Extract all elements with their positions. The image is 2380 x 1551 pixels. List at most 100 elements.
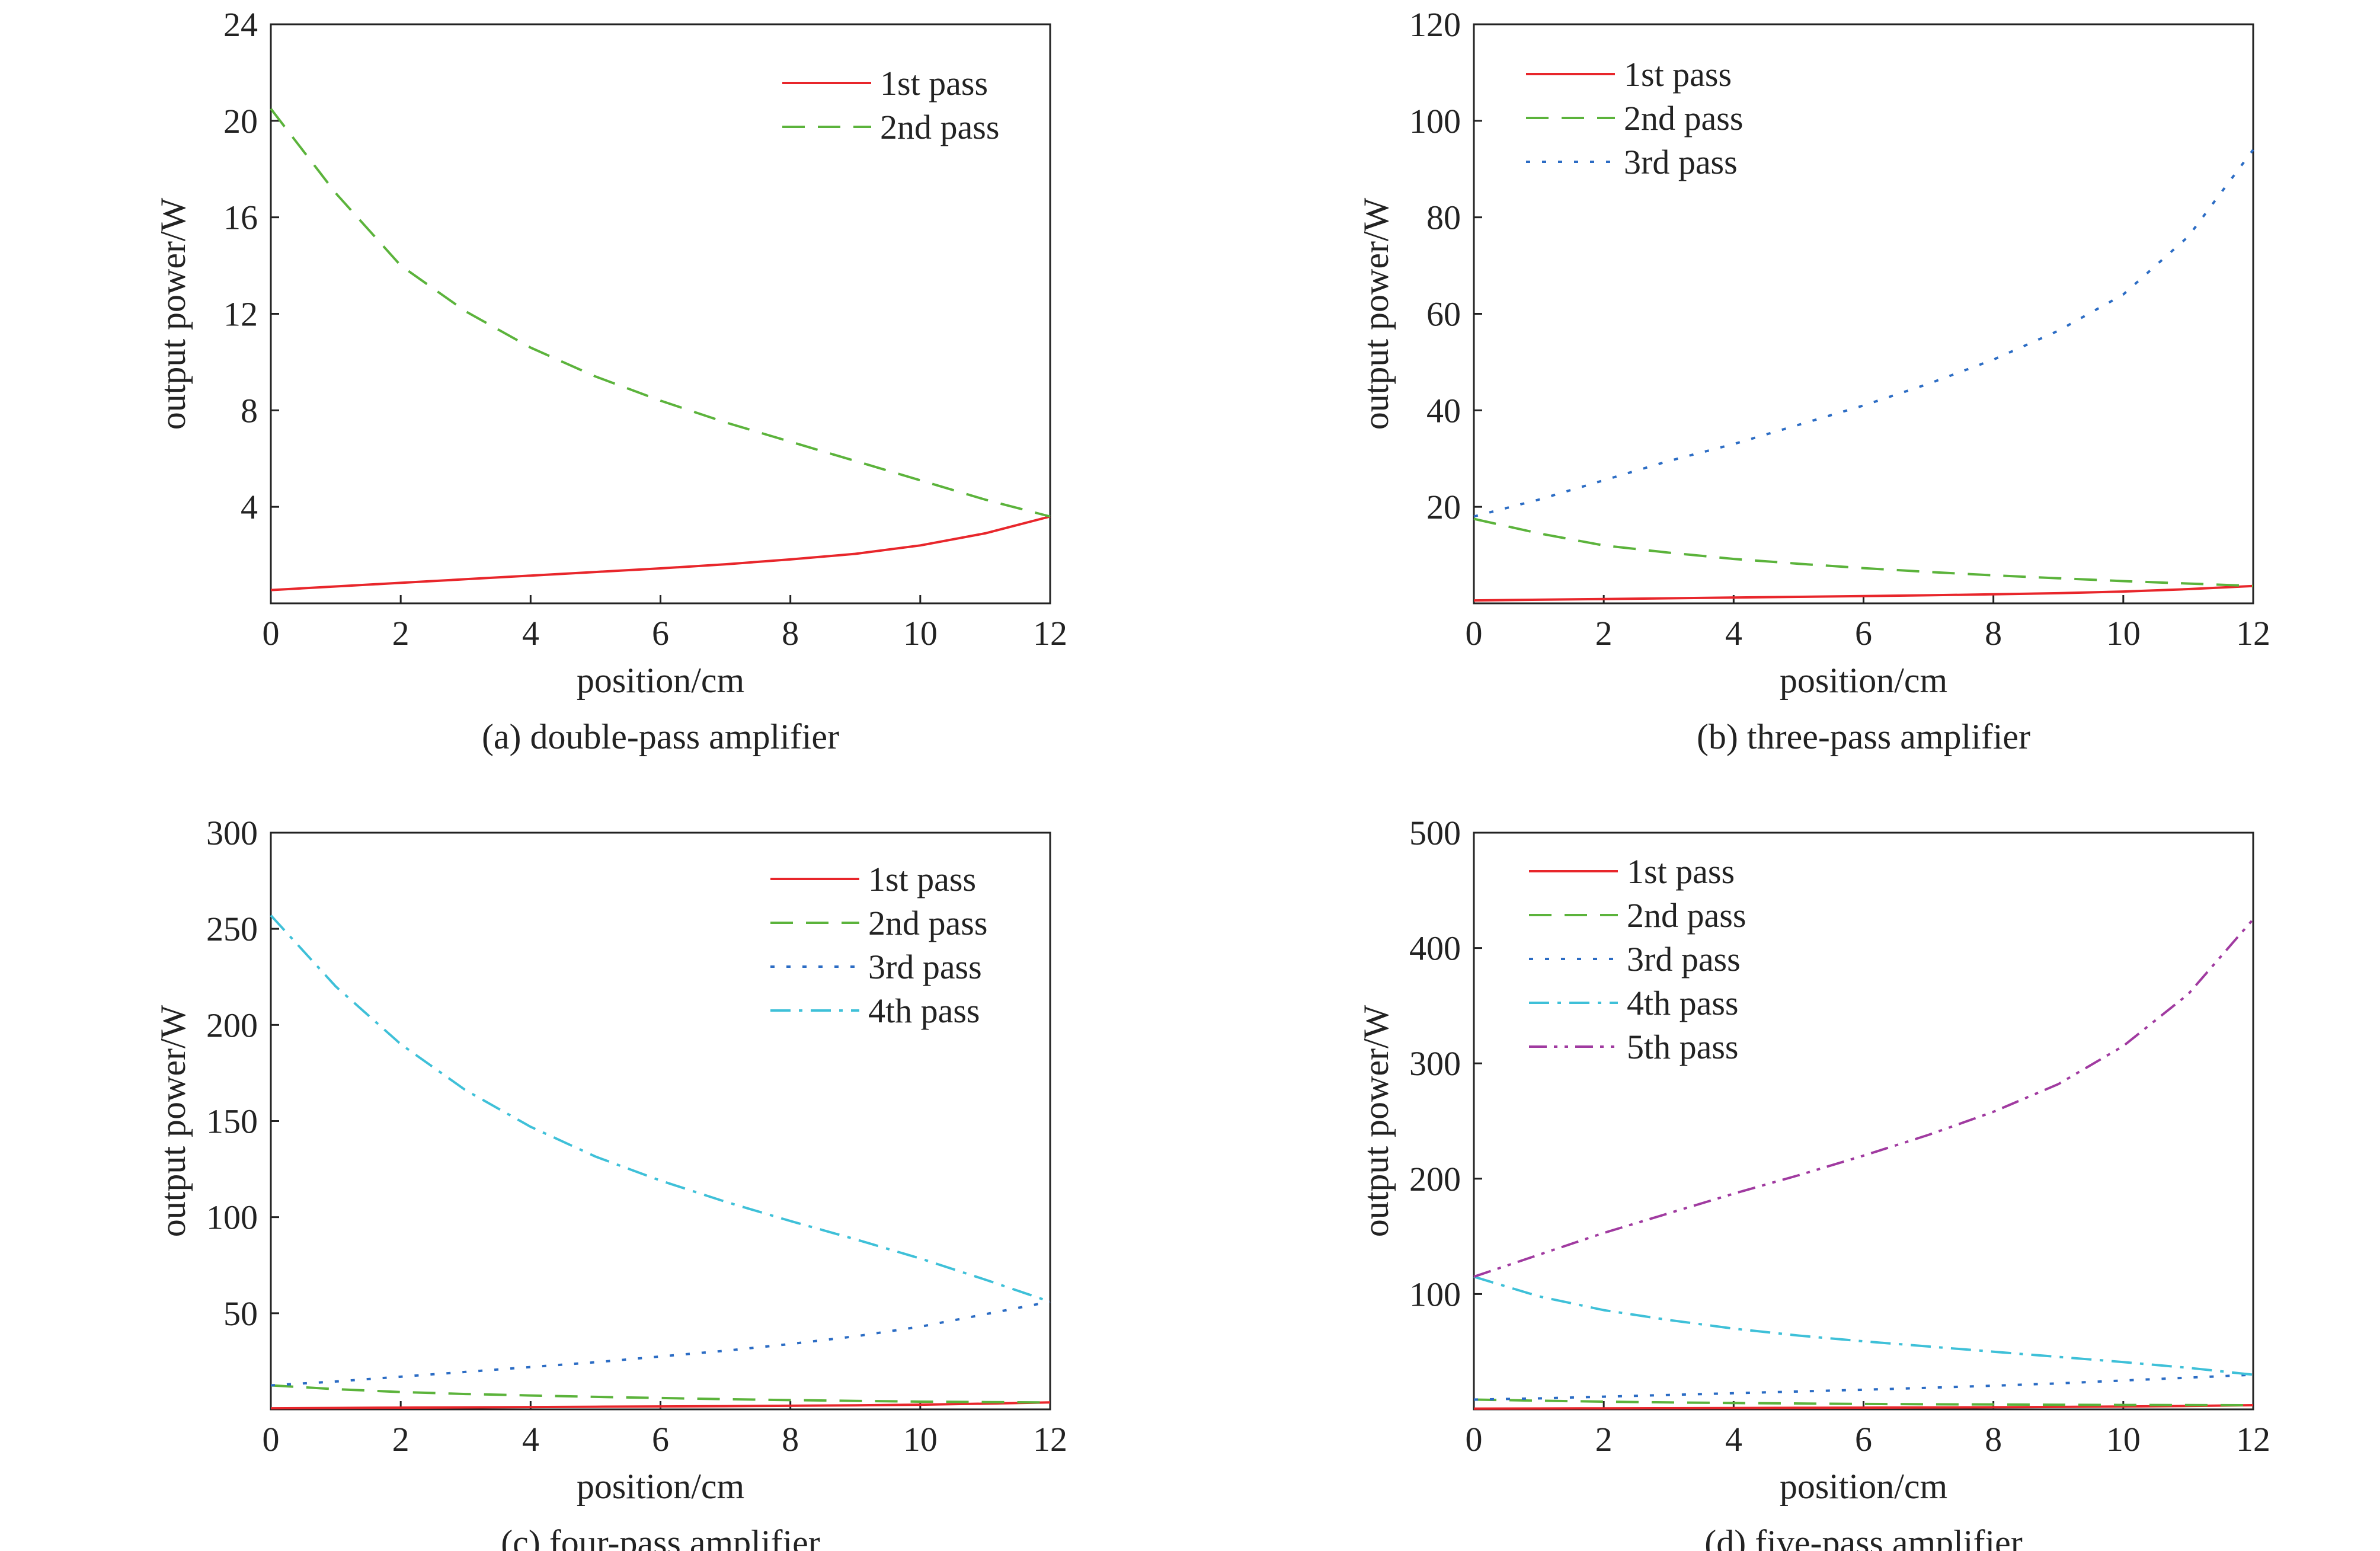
panel-caption: (c) four-pass amplifier [501,1523,820,1551]
x-tick-label: 10 [903,614,938,653]
series-line-2 [1473,517,2254,587]
y-tick-label: 4 [241,488,258,526]
panel-caption: (a) double-pass amplifier [482,717,839,756]
y-axis-label: output power/W [153,197,193,430]
legend: 1st pass 2nd pass 3rd pass [1526,55,1743,181]
legend: 1st pass 2nd pass [782,64,999,146]
y-tick-label: 250 [206,910,258,948]
chart-panel-4: 0 2 4 6 8 10 12 100 200 300 400 500 position/cm outpu… [1357,814,2270,1551]
y-tick-label: 20 [1426,488,1461,526]
y-tick-label: 100 [1409,1275,1461,1313]
y-tick-label: 500 [1409,814,1461,852]
y-tick-label: 300 [1409,1044,1461,1083]
x-axis-label: position/cm [1780,661,1947,700]
series-line-5 [1473,918,2254,1278]
x-tick-label: 2 [1595,614,1613,653]
x-tick-label: 8 [1985,614,2002,653]
x-tick-label: 0 [1466,1420,1483,1459]
x-tick-label: 6 [1855,1420,1872,1459]
legend-label: 2nd pass [1627,896,1746,935]
y-tick-label: 150 [206,1102,258,1141]
x-tick-label: 6 [1855,614,1872,653]
x-tick-label: 10 [903,1420,938,1459]
x-tick-label: 2 [392,614,410,653]
y-tick-label: 100 [1409,102,1461,140]
x-tick-label: 6 [652,1420,669,1459]
x-tick-label: 10 [2106,1420,2141,1459]
chart-panel-2: 0 2 4 6 8 10 12 20 40 60 80 100 120 position/cm output… [1357,5,2270,756]
legend-label: 1st pass [868,860,976,898]
x-tick-label: 12 [1033,614,1067,653]
x-tick-label: 2 [1595,1420,1613,1459]
x-tick-label: 2 [392,1420,410,1459]
y-tick-label: 400 [1409,929,1461,968]
x-tick-label: 0 [1466,614,1483,653]
x-tick-label: 12 [1033,1420,1067,1459]
y-tick-label: 16 [223,199,258,237]
y-tick-label: 40 [1426,391,1461,430]
x-tick-label: 4 [1725,614,1742,653]
series-line-1 [270,1401,1051,1410]
y-tick-label: 24 [223,5,258,44]
y-axis-label: output power/W [153,1005,193,1237]
series-line-3 [1473,1373,2254,1401]
y-tick-label: 12 [223,295,258,334]
legend-label: 1st pass [1624,55,1732,94]
x-axis-label: position/cm [577,661,744,700]
y-tick-label: 300 [206,814,258,852]
legend: 1st pass 2nd pass 3rd pass 4th pass 5th pass [1529,852,1746,1066]
x-tick-label: 4 [522,1420,539,1459]
x-axis-label: position/cm [577,1467,744,1506]
legend-label: 3rd pass [1627,940,1741,978]
panel-caption: (b) three-pass amplifier [1697,717,2030,756]
x-tick-label: 8 [782,614,799,653]
x-tick-label: 0 [263,614,280,653]
x-tick-label: 8 [782,1420,799,1459]
y-tick-label: 200 [1409,1160,1461,1198]
chart-panel-3: 0 2 4 6 8 10 12 50 100 150 200 250 300 position/cm out… [153,814,1067,1551]
x-tick-label: 8 [1985,1420,2002,1459]
y-tick-label: 200 [206,1006,258,1044]
series-line-1 [270,515,1051,591]
series-line-3 [270,1300,1051,1387]
y-axis-label: output power/W [1357,197,1396,430]
series-line-1 [1473,1404,2254,1410]
y-tick-label: 80 [1426,199,1461,237]
x-tick-label: 6 [652,614,669,653]
y-tick-label: 60 [1426,295,1461,334]
series-line-2 [270,108,1051,518]
legend-label: 4th pass [1627,984,1739,1022]
legend-label: 2nd pass [1624,99,1743,137]
legend-label: 3rd pass [868,948,982,986]
legend-label: 2nd pass [868,904,987,942]
plot-frame [1473,832,2254,1411]
y-tick-label: 120 [1409,5,1461,44]
panel-caption: (d) five-pass amplifier [1704,1523,2022,1551]
series-line-2 [1473,1398,2254,1406]
series-line-3 [1473,149,2254,518]
x-axis-label: position/cm [1780,1467,1947,1506]
legend-label: 1st pass [880,64,988,103]
x-tick-label: 4 [522,614,539,653]
y-tick-label: 8 [241,391,258,430]
x-tick-label: 4 [1725,1420,1742,1459]
legend: 1st pass 2nd pass 3rd pass 4th pass [770,860,987,1030]
series-line-2 [270,1384,1051,1404]
x-tick-label: 10 [2106,614,2141,653]
y-tick-label: 50 [223,1294,258,1333]
legend-label: 4th pass [868,992,980,1030]
series-line-4 [1473,1275,2254,1376]
legend-label: 1st pass [1627,852,1735,891]
legend-label: 2nd pass [880,108,999,146]
legend-label: 5th pass [1627,1028,1739,1066]
x-tick-label: 12 [2236,614,2270,653]
x-tick-label: 12 [2236,1420,2270,1459]
series-line-1 [1473,584,2254,602]
y-tick-label: 20 [223,102,258,140]
y-axis-label: output power/W [1357,1005,1396,1237]
x-tick-label: 0 [263,1420,280,1459]
y-tick-label: 100 [206,1198,258,1237]
legend-label: 3rd pass [1624,143,1738,181]
